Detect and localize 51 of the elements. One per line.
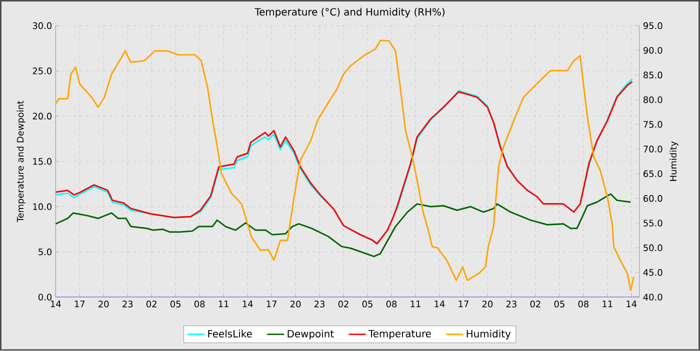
x-tick-label: 08: [194, 300, 205, 308]
legend-label: FeelsLike: [208, 330, 252, 338]
x-tick-label: 08: [386, 300, 397, 308]
y-tick-label: 0.0: [38, 294, 52, 301]
x-tick-label: 23: [122, 300, 133, 308]
x-tick-label: 02: [146, 300, 156, 308]
x-tick-label: 14: [434, 300, 445, 308]
y-axis-title: Temperature and Dewpoint: [16, 100, 26, 222]
x-tick-label: 20: [482, 300, 493, 308]
y2-tick-label: 65.0: [644, 170, 662, 178]
y-tick-label: 15.0: [33, 158, 52, 165]
legend-label: Dewpoint: [288, 330, 334, 340]
x-tick-label: 11: [602, 300, 612, 308]
x-tick-label: 20: [98, 300, 109, 308]
x-tick-label: 14: [50, 300, 61, 308]
y-tick-label: 5.0: [38, 248, 52, 256]
x-tick-label: 11: [218, 300, 228, 308]
y-tick-label: 20.0: [32, 112, 52, 120]
y2-tick-label: 45.0: [643, 269, 662, 276]
legend-label: Humidity: [466, 330, 511, 340]
legend-label: Temperature: [368, 330, 431, 340]
y2-tick-label: 80.0: [644, 96, 662, 104]
chart-title: Temperature (°C) and Humidity (RH%): [254, 8, 444, 18]
y2-tick-label: 70.0: [644, 146, 662, 153]
x-tick-label: 02: [338, 300, 348, 308]
x-tick-label: 17: [74, 300, 85, 308]
x-tick-label: 17: [458, 300, 468, 308]
x-tick-label: 14: [242, 300, 253, 308]
x-tick-label: 05: [170, 300, 180, 308]
y-tick-label: 30.0: [32, 22, 52, 30]
x-tick-label: 14: [626, 300, 637, 308]
x-tick-label: 11: [410, 300, 420, 308]
y2-tick-label: 50.0: [644, 244, 662, 252]
y-tick-label: 25.0: [32, 68, 52, 74]
x-tick-label: 08: [578, 300, 588, 308]
x-tick-label: 23: [314, 300, 324, 308]
x-tick-label: 05: [362, 300, 372, 308]
y2-tick-label: 40.0: [643, 294, 662, 301]
y2-tick-label: 85.0: [644, 72, 662, 79]
y2-tick-label: 95.0: [643, 22, 662, 30]
x-tick-label: 02: [530, 300, 540, 308]
x-tick-label: 20: [290, 300, 301, 308]
y2-tick-label: 55.0: [644, 220, 662, 227]
x-tick-label: 17: [266, 300, 276, 308]
x-tick-label: 23: [506, 300, 516, 308]
y2-tick-label: 60.0: [644, 195, 662, 202]
y-tick-label: 10.0: [33, 203, 52, 210]
y2-tick-label: 75.0: [644, 121, 662, 128]
x-tick-label: 05: [554, 300, 564, 308]
y2-axis-title: Humidity: [670, 141, 678, 181]
y2-tick-label: 90.0: [643, 47, 662, 54]
